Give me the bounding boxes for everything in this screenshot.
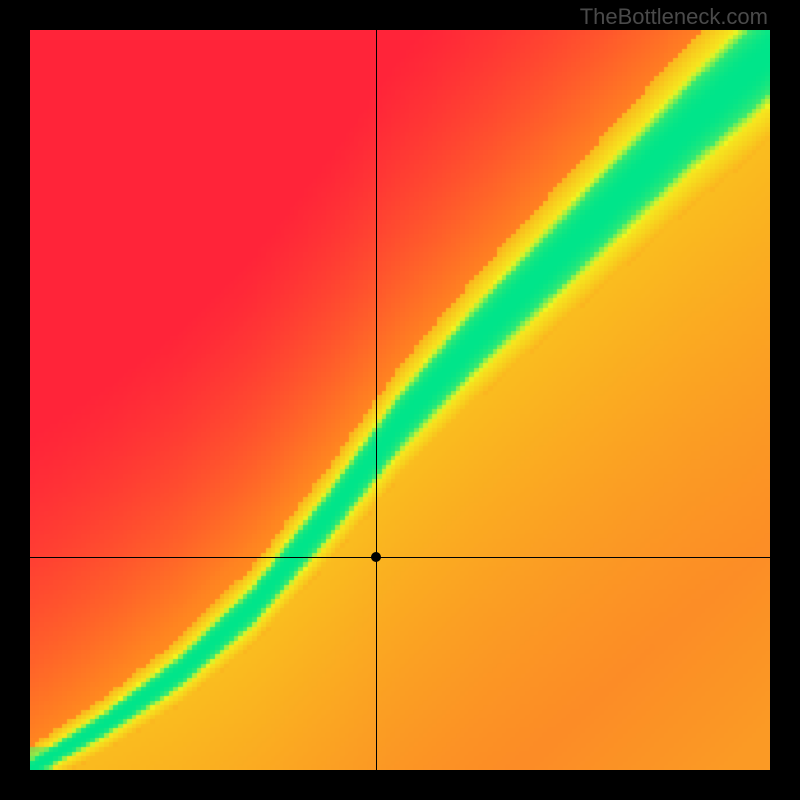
heatmap-plot	[30, 30, 770, 770]
crosshair-vertical	[376, 30, 377, 770]
crosshair-marker	[371, 552, 381, 562]
heatmap-canvas	[30, 30, 770, 770]
watermark-text: TheBottleneck.com	[580, 4, 768, 30]
crosshair-horizontal	[30, 557, 770, 558]
